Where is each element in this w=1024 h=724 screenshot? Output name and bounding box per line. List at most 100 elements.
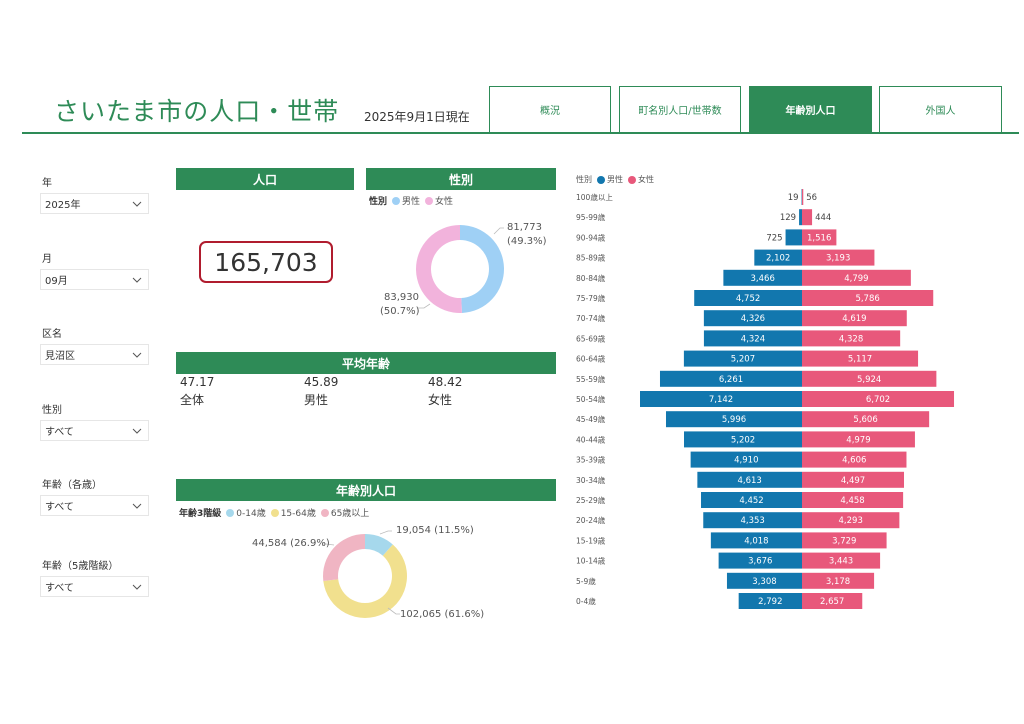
bar-female[interactable]: [802, 290, 934, 306]
data-label-male: 5,996: [722, 415, 746, 425]
bar-female[interactable]: [802, 512, 900, 529]
bar-male[interactable]: [754, 249, 802, 266]
bar-female[interactable]: [802, 532, 887, 549]
bar-female[interactable]: [802, 411, 930, 428]
age-15-64-value-label: 102,065 (61.6%): [400, 609, 485, 620]
data-label-male: 5,207: [731, 355, 755, 365]
bar-male[interactable]: [703, 512, 802, 529]
data-label-male: 4,452: [739, 496, 763, 506]
bar-male[interactable]: [701, 492, 802, 508]
data-label-male: 3,676: [748, 557, 772, 567]
bar-male[interactable]: [703, 310, 802, 327]
female-pct-label: (50.7%): [380, 306, 420, 317]
gender-header: 性別: [366, 168, 556, 190]
bar-male[interactable]: [640, 391, 802, 407]
tick-label: 80-84歳: [576, 273, 606, 283]
data-label-female: 5,117: [848, 355, 872, 365]
filter-year-label: 年: [42, 178, 52, 189]
male-value-label: 81,773: [507, 222, 542, 233]
bar-female[interactable]: [802, 370, 937, 387]
bar-male[interactable]: [799, 209, 802, 226]
tick-label: 85-89歳: [576, 253, 606, 263]
bar-male[interactable]: [738, 593, 802, 609]
bar-female[interactable]: [802, 552, 881, 569]
bar-female[interactable]: [802, 229, 837, 246]
bar-male[interactable]: [718, 552, 802, 569]
bar-female[interactable]: [802, 431, 915, 448]
data-label-male: 7,142: [709, 395, 733, 405]
tick-label: 20-24歳: [576, 515, 606, 525]
tick-label: 15-19歳: [576, 535, 606, 545]
data-label-male: 2,102: [766, 254, 790, 264]
age-65-swatch: [320, 508, 329, 517]
bar-female[interactable]: [802, 189, 804, 205]
tick-label: 55-59歳: [576, 374, 606, 384]
data-label-female: 4,979: [846, 435, 870, 445]
tick-label: 5-9歳: [576, 576, 596, 586]
bar-male[interactable]: [697, 471, 802, 488]
bar-male[interactable]: [723, 269, 802, 286]
data-label-male: 2,792: [758, 597, 782, 607]
donut-slice-0-14[interactable]: [365, 534, 393, 556]
bar-male[interactable]: [694, 290, 802, 306]
data-label-male: 4,910: [734, 456, 758, 466]
data-label-female: 5,786: [855, 294, 879, 304]
donut-slice-65-plus[interactable]: [323, 534, 365, 582]
bar-male[interactable]: [684, 431, 802, 448]
data-label-female: 3,193: [826, 254, 850, 264]
gender-legend-title: 性別: [369, 197, 388, 207]
data-label-male: 4,353: [740, 516, 764, 526]
tab-town-population[interactable]: 町名別人口/世帯数: [619, 86, 741, 132]
filter-gender-label: 性別: [42, 405, 62, 416]
tab-foreigners[interactable]: 外国人: [879, 86, 1002, 132]
filter-month-dropdown[interactable]: 09月: [40, 269, 149, 290]
gender-donut-chart: [416, 225, 505, 313]
donut-slice-15-64[interactable]: [323, 544, 407, 618]
bar-male[interactable]: [665, 411, 802, 428]
data-label-male: 129: [780, 213, 796, 223]
chevron-down-icon: [132, 428, 142, 434]
legend-item-male: 男性: [597, 174, 623, 185]
tick-label: 50-54歳: [576, 394, 606, 404]
data-label-female: 3,443: [829, 557, 853, 567]
tick-label: 70-74歳: [576, 313, 606, 323]
filter-year-dropdown[interactable]: 2025年: [40, 193, 149, 214]
bar-male[interactable]: [726, 572, 802, 589]
bar-male[interactable]: [703, 330, 802, 347]
age-0-14-value-label: 19,054 (11.5%): [396, 525, 474, 536]
bar-female[interactable]: [802, 310, 907, 327]
bar-male[interactable]: [710, 532, 802, 549]
tab-overview[interactable]: 概況: [489, 86, 611, 132]
data-label-female: 5,606: [853, 415, 877, 425]
bar-female[interactable]: [802, 391, 955, 407]
bar-male[interactable]: [690, 451, 802, 468]
bar-male[interactable]: [659, 370, 802, 387]
bar-female[interactable]: [802, 249, 875, 266]
data-label-male: 4,018: [744, 536, 768, 546]
donut-slice-female[interactable]: [416, 225, 462, 313]
gender-legend: 性別 男性 女性: [369, 194, 453, 207]
bar-male[interactable]: [785, 229, 802, 246]
bar-female[interactable]: [802, 269, 911, 286]
age-0-14-legend-label: 0-14歳: [236, 509, 266, 519]
tab-age-population[interactable]: 年齢別人口: [749, 86, 872, 132]
filter-age-dropdown[interactable]: すべて: [40, 495, 149, 516]
bar-female[interactable]: [802, 572, 875, 589]
chevron-down-icon: [132, 584, 142, 590]
bar-female[interactable]: [802, 209, 813, 226]
bar-female[interactable]: [802, 492, 904, 508]
bar-female[interactable]: [802, 330, 901, 347]
donut-slice-male[interactable]: [460, 225, 505, 313]
leader-line: [387, 607, 400, 615]
filter-gender-dropdown[interactable]: すべて: [40, 420, 149, 441]
data-label-female: 4,619: [842, 314, 866, 324]
bar-female[interactable]: [802, 451, 907, 468]
filter-age5-dropdown[interactable]: すべて: [40, 576, 149, 597]
bar-female[interactable]: [802, 593, 863, 609]
age-65-legend-label: 65歳以上: [330, 509, 370, 519]
bar-female[interactable]: [802, 471, 905, 488]
legend-item-female: 女性: [628, 174, 654, 185]
bar-female[interactable]: [802, 350, 919, 367]
filter-ward-dropdown[interactable]: 見沼区: [40, 344, 149, 365]
bar-male[interactable]: [683, 350, 802, 367]
